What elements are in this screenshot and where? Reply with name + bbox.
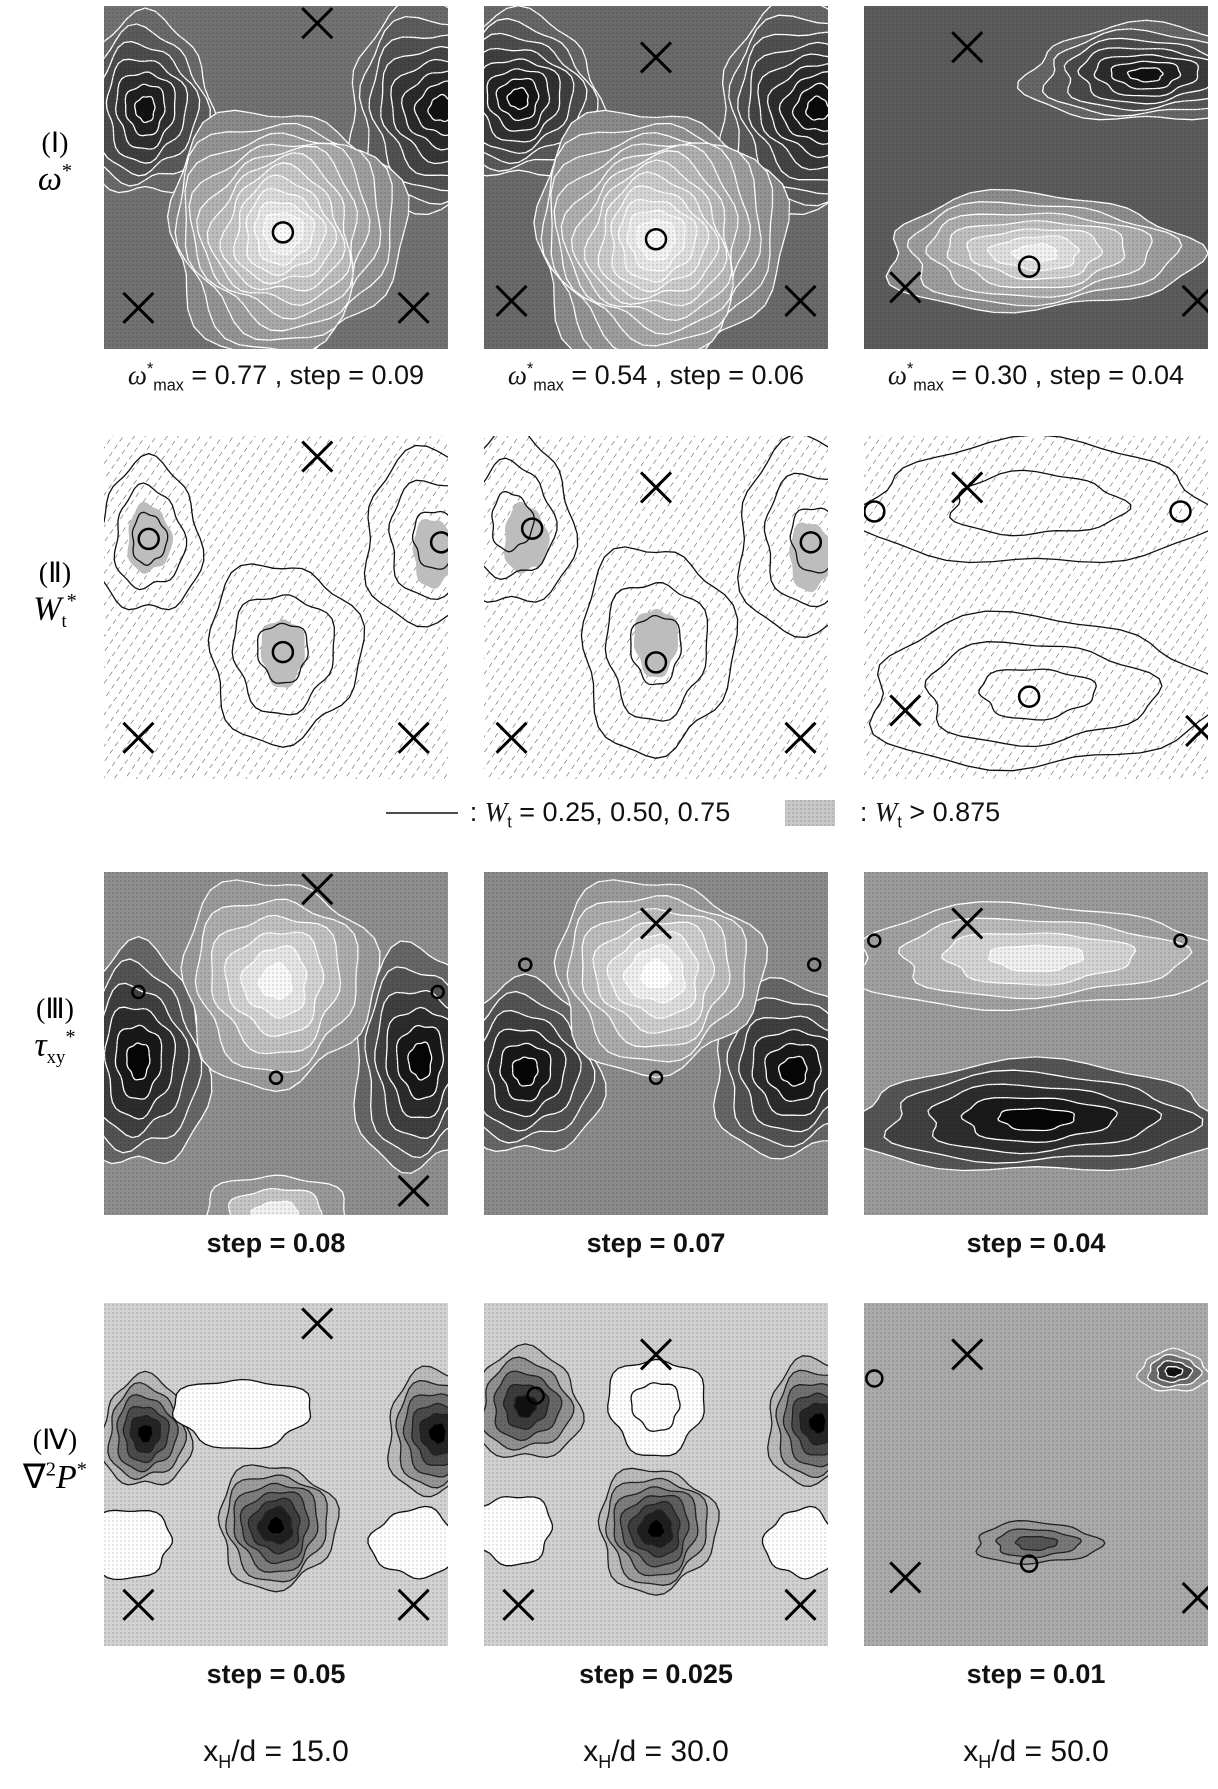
text-sub: H <box>218 1752 231 1772</box>
text-sup: 2 <box>46 1459 56 1481</box>
text-sub: H <box>598 1752 611 1772</box>
row-label: (Ⅲ)τxy* <box>10 992 100 1069</box>
text-sub: max <box>533 376 564 394</box>
contour-panel <box>445 872 886 1215</box>
figure: (Ⅰ)ω*ω*max = 0.77 , step = 0.09ω*max = 0… <box>0 0 1218 1789</box>
text-text: step = 0.08 <box>207 1228 346 1258</box>
legend-shade-dots <box>785 800 835 826</box>
row-label: (Ⅳ)∇2P* <box>10 1423 100 1497</box>
text-sup: * <box>77 1459 87 1481</box>
text-text: = 0.25, 0.50, 0.75 <box>512 797 730 827</box>
contour-panel <box>94 436 522 779</box>
row-number: (Ⅲ) <box>10 992 100 1026</box>
stipple <box>104 6 448 349</box>
panel-caption: step = 0.025 <box>579 1659 733 1690</box>
text-text: step = 0.025 <box>579 1659 733 1689</box>
panels <box>0 0 1218 1789</box>
text-text: step = 0.04 <box>967 1228 1106 1258</box>
text-text: : <box>470 797 485 827</box>
text-text: x <box>583 1735 598 1768</box>
panel-caption: step = 0.04 <box>967 1228 1106 1259</box>
panel-caption: step = 0.05 <box>207 1659 346 1690</box>
panel-caption: step = 0.08 <box>207 1228 346 1259</box>
contour-panel <box>65 872 497 1258</box>
text-text: x <box>203 1735 218 1768</box>
text-italic: P <box>56 1459 77 1496</box>
text-sup: * <box>65 1026 75 1048</box>
text-text: step = 0.05 <box>207 1659 346 1689</box>
text-sub: xy <box>47 1047 66 1068</box>
stipple <box>104 872 448 1215</box>
text-italic: τ <box>34 1026 46 1063</box>
text-text: x <box>963 1735 978 1768</box>
text-italic: W <box>33 590 61 627</box>
stipple <box>864 1303 1208 1646</box>
row-number: (Ⅰ) <box>10 126 100 160</box>
text-text: = 0.54 , step = 0.06 <box>564 360 804 390</box>
text-text: step = 0.01 <box>967 1659 1106 1689</box>
row-number: (Ⅱ) <box>10 556 100 590</box>
column-label: xH/d = 50.0 <box>963 1735 1109 1773</box>
text-text: /d = 15.0 <box>231 1735 349 1768</box>
contour-panel <box>834 872 1218 1215</box>
row-symbol: τxy* <box>10 1026 100 1069</box>
text-sup: * <box>67 590 77 612</box>
row-symbol: Wt* <box>10 590 100 633</box>
panel-caption: step = 0.07 <box>587 1228 726 1259</box>
text-text: /d = 30.0 <box>611 1735 729 1768</box>
row-label: (Ⅰ)ω* <box>10 126 100 198</box>
panel-caption: ω*max = 0.54 , step = 0.06 <box>508 360 804 395</box>
contour-panel <box>445 425 909 779</box>
text-text: step = 0.07 <box>587 1228 726 1258</box>
row-label: (Ⅱ)Wt* <box>10 556 100 633</box>
text-italic: ω <box>38 160 62 197</box>
stipple <box>864 872 1208 1215</box>
text-text: = 0.77 , step = 0.09 <box>184 360 424 390</box>
text-italic: ω <box>888 360 907 390</box>
legend-line-text: : Wt = 0.25, 0.50, 0.75 <box>470 797 730 832</box>
text-text: /d = 50.0 <box>991 1735 1109 1768</box>
panel-caption: ω*max = 0.30 , step = 0.04 <box>888 360 1184 395</box>
contour-panel <box>852 435 1218 779</box>
text-text: ∇ <box>23 1459 46 1496</box>
text-italic: ω <box>128 360 147 390</box>
text-text: = 0.30 , step = 0.04 <box>944 360 1184 390</box>
column-label: xH/d = 30.0 <box>583 1735 729 1773</box>
panel-caption: ω*max = 0.77 , step = 0.09 <box>128 360 424 395</box>
contour-panel <box>864 1303 1213 1646</box>
contour-panel <box>864 6 1218 349</box>
text-italic: ω <box>508 360 527 390</box>
text-sub: H <box>978 1752 991 1772</box>
text-text: > 0.875 <box>902 797 1000 827</box>
vector-field <box>864 436 1208 779</box>
text-sub: max <box>153 376 184 394</box>
panel-caption: step = 0.01 <box>967 1659 1106 1690</box>
column-label: xH/d = 15.0 <box>203 1735 349 1773</box>
contour-panel <box>72 0 548 364</box>
row-symbol: ω* <box>10 160 100 198</box>
contour-panel <box>66 1303 495 1646</box>
stipple <box>104 1303 448 1646</box>
contour-panel <box>467 1303 876 1646</box>
text-sup: * <box>62 160 72 182</box>
vector-field <box>104 436 448 779</box>
row-number: (Ⅳ) <box>10 1423 100 1457</box>
contour-panel <box>430 0 932 378</box>
legend-shade-text: : Wt > 0.875 <box>860 797 1000 832</box>
text-sub: t <box>61 611 66 632</box>
row-symbol: ∇2P* <box>10 1457 100 1497</box>
high-wt-region <box>413 519 459 589</box>
text-text: : <box>860 797 875 827</box>
text-italic: W <box>485 797 508 827</box>
text-italic: W <box>875 797 898 827</box>
text-sub: max <box>913 376 944 394</box>
